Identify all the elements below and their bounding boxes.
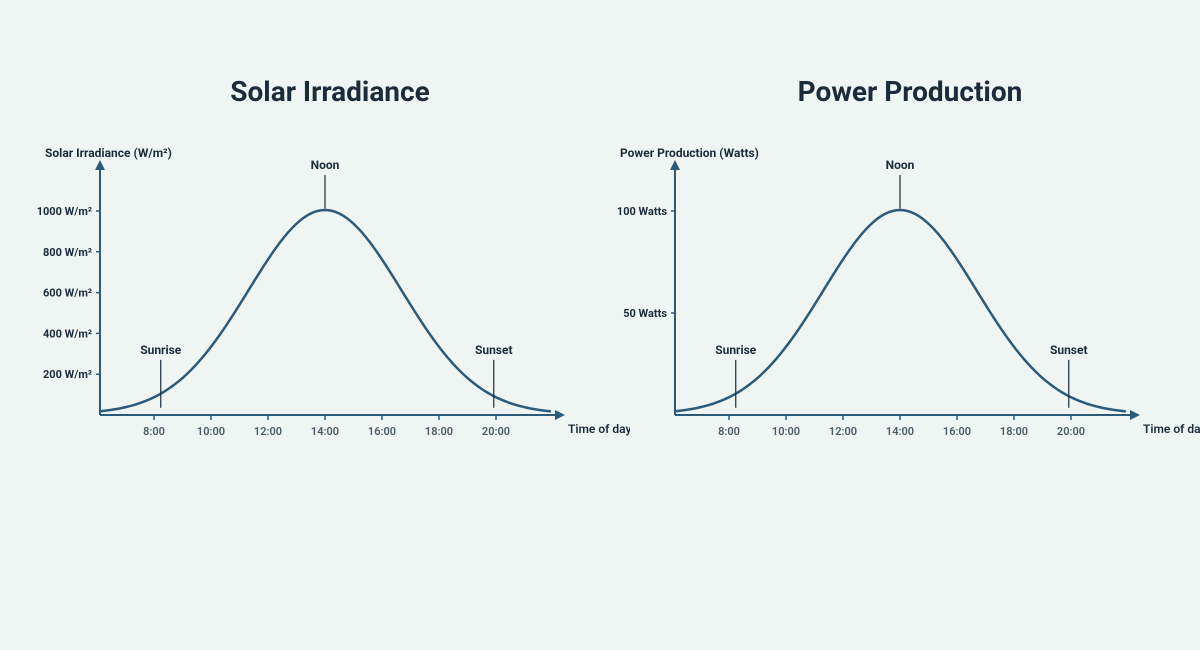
y-tick-label: 50 Watts bbox=[623, 307, 667, 320]
x-tick-label: 16:00 bbox=[943, 425, 971, 438]
x-tick-label: 18:00 bbox=[1000, 425, 1028, 438]
y-tick-label: 400 W/m² bbox=[43, 327, 92, 340]
chart-irradiance: Solar Irradiance (W/m²)Time of day200 W/… bbox=[30, 145, 630, 469]
x-tick-label: 16:00 bbox=[368, 425, 396, 438]
x-tick-label: 20:00 bbox=[1057, 425, 1085, 438]
x-tick-label: 10:00 bbox=[197, 425, 225, 438]
x-tick-label: 8:00 bbox=[143, 425, 165, 438]
y-axis-title: Power Production (Watts) bbox=[620, 146, 759, 160]
x-tick-label: 20:00 bbox=[482, 425, 510, 438]
annotation-label-noon: Noon bbox=[311, 158, 340, 172]
x-tick-label: 12:00 bbox=[829, 425, 857, 438]
annotation-label-sunrise: Sunrise bbox=[140, 343, 182, 357]
data-curve bbox=[675, 210, 1125, 411]
data-curve bbox=[100, 210, 550, 411]
x-tick-label: 10:00 bbox=[772, 425, 800, 438]
annotation-label-sunset: Sunset bbox=[475, 343, 513, 357]
x-tick-label: 14:00 bbox=[886, 425, 914, 438]
y-tick-label: 600 W/m² bbox=[43, 287, 92, 300]
chart-title-irradiance: Solar Irradiance bbox=[180, 75, 480, 108]
y-tick-label: 800 W/m² bbox=[43, 246, 92, 259]
y-tick-label: 100 Watts bbox=[617, 205, 667, 218]
y-tick-label: 200 W/m² bbox=[43, 368, 92, 381]
x-axis-title: Time of day bbox=[1143, 422, 1200, 436]
x-tick-label: 18:00 bbox=[425, 425, 453, 438]
x-tick-label: 14:00 bbox=[311, 425, 339, 438]
annotation-label-sunrise: Sunrise bbox=[715, 343, 757, 357]
page-root: Solar IrradianceSolar Irradiance (W/m²)T… bbox=[0, 0, 1200, 650]
x-tick-label: 12:00 bbox=[254, 425, 282, 438]
y-axis-title: Solar Irradiance (W/m²) bbox=[45, 146, 172, 160]
annotation-label-noon: Noon bbox=[886, 158, 915, 172]
annotation-label-sunset: Sunset bbox=[1050, 343, 1088, 357]
chart-title-power: Power Production bbox=[750, 75, 1070, 108]
y-tick-label: 1000 W/m² bbox=[37, 205, 92, 218]
chart-power: Power Production (Watts) Time of day 50 Wa… bbox=[605, 145, 1200, 469]
x-tick-label: 8:00 bbox=[718, 425, 740, 438]
